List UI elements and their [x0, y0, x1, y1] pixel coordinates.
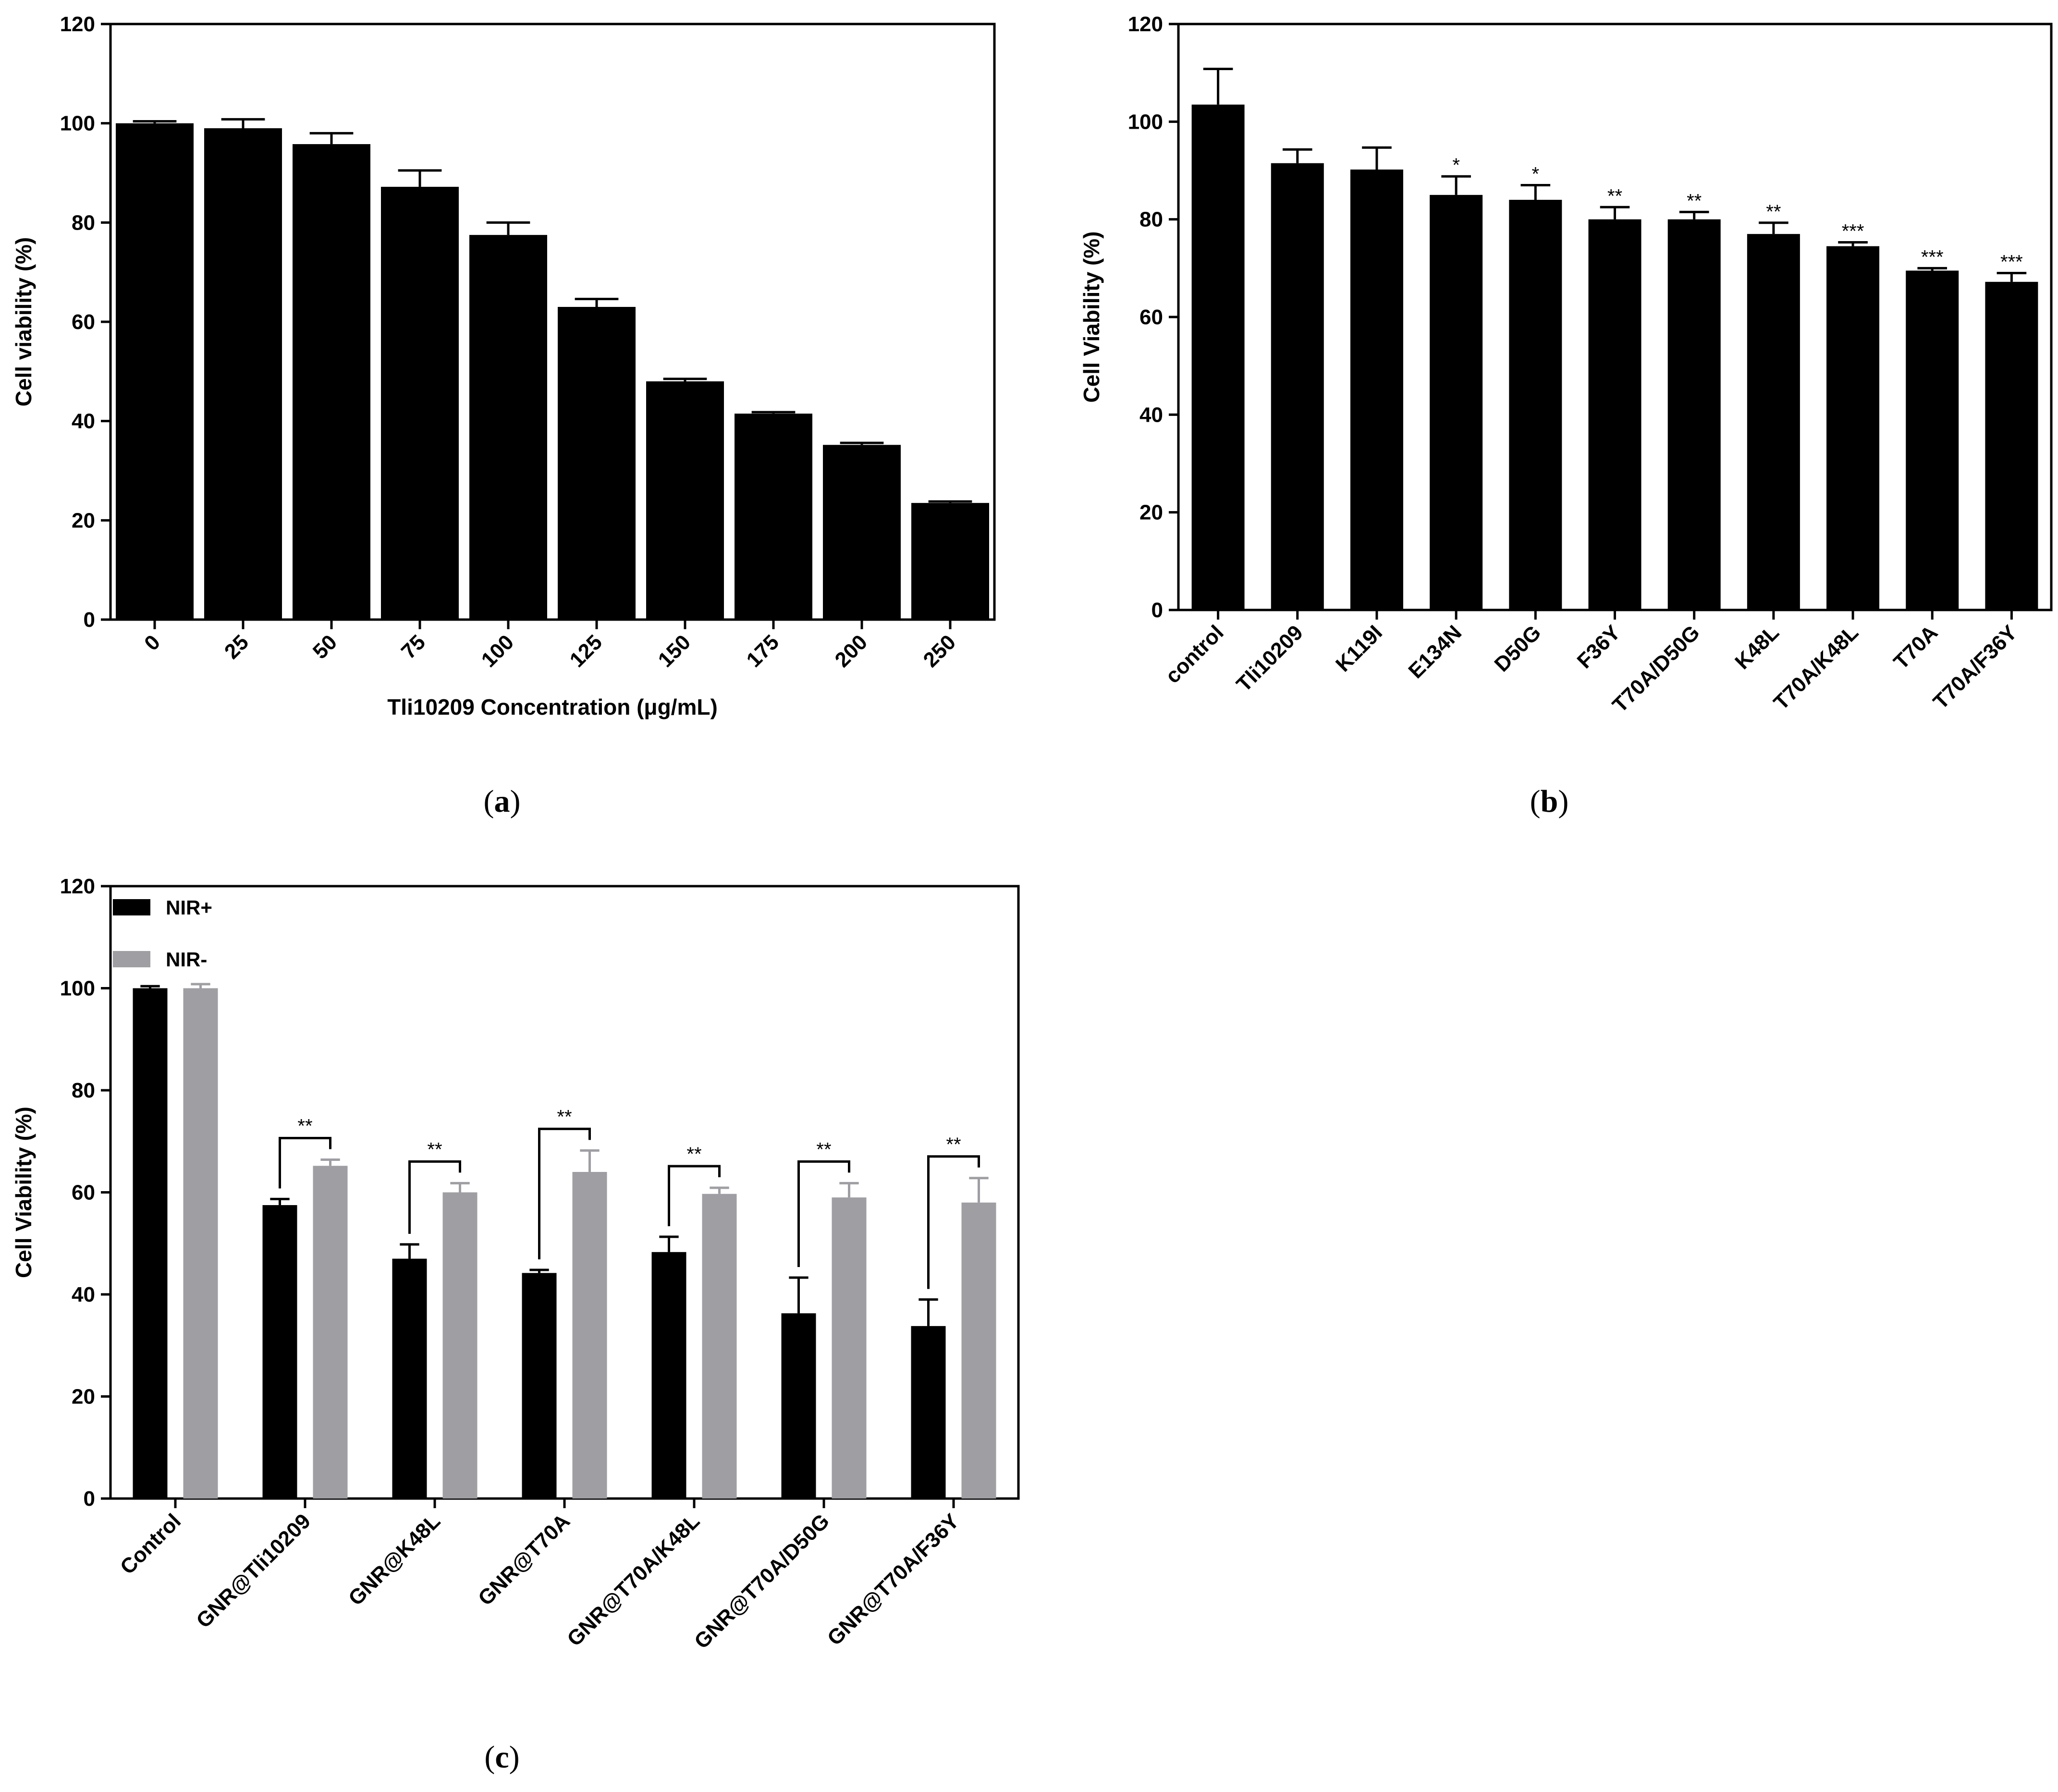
- bar: [1588, 219, 1642, 610]
- significance-label: **: [1687, 190, 1702, 211]
- bar: [1509, 200, 1562, 610]
- bar: [911, 503, 989, 620]
- bar: [392, 1258, 427, 1499]
- panel-label-letter: a: [494, 784, 510, 819]
- y-tick-label: 60: [72, 310, 95, 334]
- y-tick-label: 20: [72, 1385, 95, 1409]
- bar: [781, 1313, 816, 1499]
- y-tick-label: 60: [1139, 305, 1163, 329]
- y-tick-label: 120: [60, 12, 95, 36]
- panel-label: (b): [1530, 784, 1569, 819]
- y-tick-label: 40: [1139, 403, 1163, 427]
- panel-label-close: ): [1558, 784, 1568, 819]
- bar: [313, 1166, 348, 1499]
- y-tick-label: 80: [72, 1079, 95, 1102]
- y-tick-label: 0: [1152, 598, 1163, 622]
- bar: [911, 1326, 946, 1499]
- bar: [381, 186, 459, 620]
- significance-label: **: [1766, 201, 1781, 222]
- bar: [442, 1192, 478, 1499]
- y-axis-title: Cell Viability (%): [11, 1107, 36, 1278]
- bar: [1985, 281, 2038, 610]
- y-tick-label: 100: [60, 977, 95, 1000]
- significance-label: *: [1532, 164, 1540, 185]
- y-tick-label: 120: [1128, 12, 1163, 36]
- significance-bracket: [797, 1160, 850, 1267]
- significance-label: **: [816, 1139, 831, 1160]
- legend-label: NIR-: [166, 948, 207, 971]
- y-tick-label: 100: [60, 112, 95, 135]
- legend-swatch: [113, 951, 150, 967]
- panel-label: (a): [484, 784, 521, 819]
- bar: [469, 235, 547, 620]
- significance-label: ***: [2000, 252, 2023, 273]
- legend-swatch: [113, 899, 150, 915]
- bar: [522, 1273, 557, 1499]
- bar: [204, 128, 282, 620]
- panel-label-letter: b: [1541, 784, 1558, 819]
- panel-label-letter: c: [495, 1740, 509, 1775]
- y-tick-label: 120: [60, 875, 95, 898]
- bar: [735, 414, 812, 620]
- bar: [1271, 163, 1324, 610]
- y-tick-label: 100: [1128, 110, 1163, 134]
- significance-bracket: [538, 1127, 591, 1259]
- panel-label-close: ): [509, 1740, 520, 1775]
- bar: [961, 1202, 996, 1499]
- significance-label: ***: [1842, 220, 1864, 242]
- bar: [558, 307, 636, 620]
- significance-label: **: [427, 1139, 442, 1160]
- panel-label: (c): [484, 1740, 519, 1775]
- y-axis-title: Cell viability (%): [11, 237, 36, 407]
- y-tick-label: 40: [72, 1283, 95, 1306]
- bar: [183, 988, 218, 1499]
- bar: [1350, 169, 1403, 610]
- bar: [1191, 104, 1245, 610]
- y-tick-label: 0: [84, 608, 95, 632]
- significance-label: **: [686, 1144, 701, 1165]
- significance-label: ***: [1921, 246, 1944, 268]
- bar: [133, 988, 168, 1499]
- panel-label-close: ): [510, 784, 521, 819]
- y-tick-label: 60: [72, 1181, 95, 1205]
- bar: [1826, 246, 1880, 610]
- y-axis-title: Cell Viability (%): [1079, 231, 1104, 402]
- y-tick-label: 80: [1139, 208, 1163, 232]
- significance-label: **: [1607, 185, 1622, 207]
- significance-bracket: [668, 1165, 721, 1226]
- bar: [293, 144, 370, 620]
- bar: [1747, 234, 1800, 610]
- x-axis-title: Tli10209 Concentration (μg/mL): [387, 695, 718, 719]
- bar: [1667, 219, 1721, 610]
- panel-label-open: (: [1530, 784, 1541, 819]
- y-tick-label: 20: [1139, 501, 1163, 524]
- bar: [116, 123, 194, 620]
- significance-label: **: [297, 1116, 312, 1137]
- y-tick-label: 20: [72, 509, 95, 532]
- y-tick-label: 80: [72, 211, 95, 234]
- bar: [702, 1194, 737, 1499]
- significance-label: *: [1452, 155, 1460, 176]
- significance-label: **: [946, 1134, 961, 1155]
- panel-label-open: (: [484, 1740, 495, 1775]
- bar: [646, 381, 724, 620]
- significance-bracket: [408, 1160, 461, 1234]
- significance-bracket: [279, 1137, 331, 1189]
- significance-label: **: [557, 1106, 572, 1127]
- panel-label-open: (: [484, 784, 494, 819]
- bar: [823, 445, 901, 620]
- bar: [1906, 270, 1959, 610]
- bar: [572, 1172, 607, 1499]
- bar: [832, 1197, 867, 1499]
- legend-label: NIR+: [166, 896, 212, 919]
- bar: [262, 1205, 297, 1499]
- bar: [651, 1252, 686, 1499]
- y-tick-label: 0: [84, 1487, 95, 1511]
- y-tick-label: 40: [72, 410, 95, 433]
- significance-bracket: [927, 1155, 980, 1289]
- bar: [1430, 195, 1483, 610]
